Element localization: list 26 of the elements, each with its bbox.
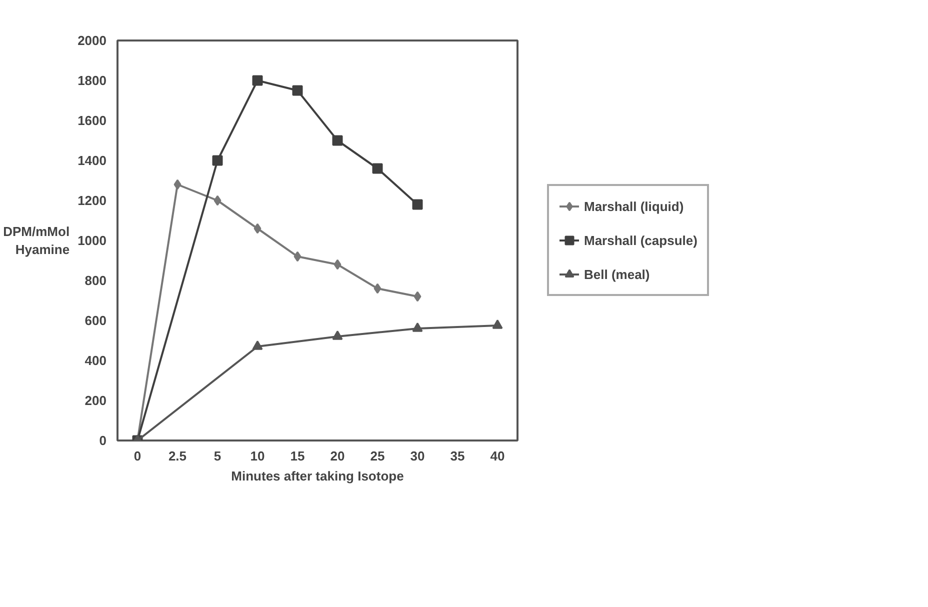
y-tick-label: 1600 — [78, 113, 106, 128]
y-tick-label: 400 — [84, 353, 107, 368]
x-axis-title: Minutes after taking Isotope — [231, 468, 404, 484]
y-tick-label: 2000 — [78, 33, 106, 48]
x-tick-label: 15 — [290, 448, 305, 464]
y-tick-label: 1000 — [78, 233, 106, 248]
y-tick-label: 1800 — [78, 73, 106, 88]
x-tick-label: 25 — [370, 448, 385, 464]
legend-label: Marshall (liquid) — [584, 198, 684, 214]
y-tick-label: 1400 — [78, 153, 106, 168]
x-tick-label: 0 — [134, 448, 142, 464]
y-tick-label: 800 — [84, 273, 107, 288]
y-tick-label: 1200 — [78, 193, 106, 208]
x-tick-label: 30 — [410, 448, 425, 464]
y-tick-label: 200 — [84, 393, 107, 408]
legend-label: Marshall (capsule) — [584, 232, 698, 248]
y-axis-title: DPM/mMol Hyamine — [3, 224, 70, 257]
legend-label: Bell (meal) — [584, 266, 650, 282]
y-tick-label: 600 — [84, 313, 107, 328]
x-tick-label: 5 — [214, 448, 222, 464]
x-tick-label: 20 — [330, 448, 345, 464]
x-tick-label: 2.5 — [168, 448, 187, 464]
x-tick-label: 10 — [250, 448, 265, 464]
y-tick-label: 0 — [99, 433, 107, 448]
x-tick-label: 40 — [490, 448, 505, 464]
x-tick-label: 35 — [450, 448, 465, 464]
